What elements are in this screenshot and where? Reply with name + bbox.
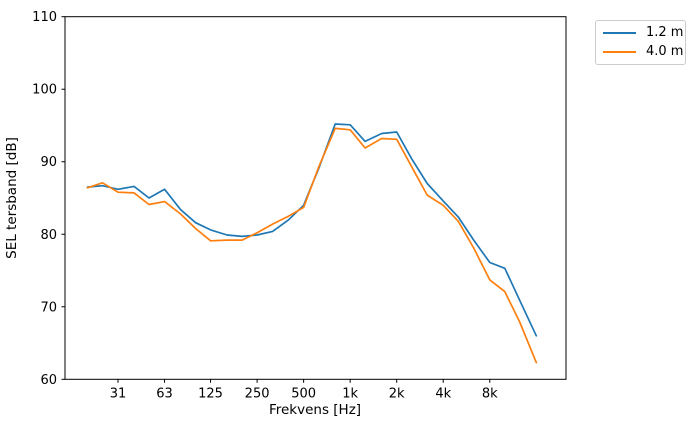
x-tick-label: 8k (482, 386, 498, 401)
x-tick-label: 125 (198, 386, 223, 401)
y-axis-ticks: 60 70 80 90 100 110 (32, 10, 65, 388)
series-lines (86, 123, 538, 364)
series-line-1-2-m (86, 123, 538, 337)
x-tick-label: 63 (156, 386, 173, 401)
legend-item-1-2m: 1.2 m (603, 24, 683, 42)
legend-label-4-0m: 4.0 m (646, 44, 684, 59)
x-tick-label: 31 (110, 386, 127, 401)
x-tick-label: 4k (435, 386, 451, 401)
y-axis-label: SEL tersband [dB] (4, 137, 20, 259)
legend-item-4-0m: 4.0 m (603, 43, 683, 61)
y-tick-label: 110 (32, 10, 57, 25)
plot-border (64, 16, 567, 380)
y-tick-label: 100 (32, 83, 57, 98)
legend-line-sample-4-0m (603, 51, 636, 53)
x-tick-label: 1k (342, 386, 358, 401)
series-line-4-0-m (86, 127, 538, 364)
x-axis-ticks: 31 63 125 250 500 1k 2k 4k 8k (110, 379, 498, 401)
x-axis-label: Frekvens [Hz] (269, 402, 361, 418)
legend: 1.2 m 4.0 m (595, 20, 686, 65)
y-tick-label: 70 (40, 300, 57, 315)
y-tick-label: 90 (40, 155, 57, 170)
legend-line-sample-1-2m (603, 32, 636, 34)
y-tick-label: 80 (40, 228, 57, 243)
y-tick-label: 60 (40, 373, 57, 388)
legend-label-1-2m: 1.2 m (646, 25, 684, 40)
x-tick-label: 500 (291, 386, 316, 401)
x-tick-label: 2k (389, 386, 405, 401)
x-tick-label: 250 (245, 386, 270, 401)
